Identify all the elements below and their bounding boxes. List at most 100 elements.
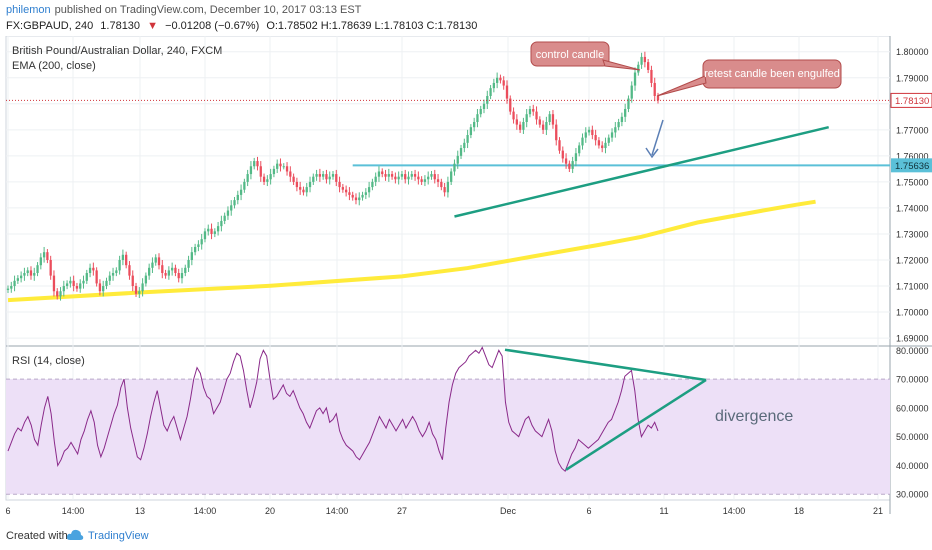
candle-body [653, 82, 656, 96]
control-candle-label: control candle [536, 49, 605, 61]
candle-body [495, 77, 499, 83]
symbol-row: FX:GBPAUD, 240 1.78130 ▼ −0.01208 (−0.67… [6, 20, 481, 32]
candle-body [193, 246, 197, 253]
candle-body [423, 179, 427, 182]
arrow-head-icon [645, 147, 659, 159]
retest-callout[interactable]: retest candle been engulfed [656, 59, 842, 97]
candle-body [486, 95, 489, 104]
ema-legend: EMA (200, close) [12, 60, 96, 72]
price-tick-label: 1.74000 [896, 203, 929, 213]
candle-body [148, 267, 151, 276]
candle-body [561, 150, 564, 159]
candle-body [102, 286, 105, 292]
candle-body [509, 98, 512, 112]
candle-body [125, 254, 128, 266]
candle-body [269, 174, 272, 180]
callout-box [530, 41, 610, 67]
candle-body [85, 273, 88, 281]
candle-body [630, 85, 633, 99]
time-tick-label: 13 [135, 506, 145, 516]
candle-body [56, 291, 59, 297]
price-tick-label: 1.76000 [896, 151, 929, 161]
candle-body [348, 192, 351, 195]
tradingview-cloud-icon [66, 529, 84, 540]
chart-area[interactable]: 1.800001.790001.780001.770001.760001.750… [0, 35, 932, 516]
candle-body [545, 122, 548, 130]
candle-body [564, 158, 568, 164]
candle-body [289, 171, 292, 177]
candle-body [574, 153, 578, 162]
down-arrow-icon: ▼ [147, 20, 158, 32]
candle-body [6, 288, 10, 290]
candle-body [82, 280, 85, 284]
author-link[interactable]: philemon [6, 4, 51, 16]
candle-body [259, 166, 262, 177]
candle-body [384, 174, 387, 177]
trendline[interactable] [454, 125, 829, 218]
candle-body [584, 132, 587, 138]
candle-body [59, 291, 62, 297]
candle-body [407, 176, 410, 180]
price-tick-label: 1.70000 [896, 308, 929, 318]
candle-body [650, 69, 653, 83]
candle-body [466, 135, 469, 143]
candle-body [115, 270, 118, 274]
rsi-resistance-line[interactable] [504, 348, 707, 382]
candle-body [187, 259, 190, 268]
candle-body [643, 56, 647, 63]
candle-body [299, 187, 302, 190]
candle-body [197, 244, 200, 247]
tradingview-brand[interactable]: TradingView [88, 530, 149, 542]
chart-svg[interactable]: 1.800001.790001.780001.770001.760001.750… [0, 35, 932, 516]
candle-body [548, 114, 551, 123]
candle-body [463, 142, 466, 149]
candle-body [637, 64, 640, 73]
candle-body [164, 273, 167, 276]
candle-body [453, 163, 456, 172]
candle-body [518, 124, 522, 130]
candle-body [541, 124, 545, 130]
candle-body [92, 267, 95, 271]
candle-body [88, 267, 92, 274]
time-tick-label: 11 [659, 506, 668, 516]
candle-body [364, 192, 367, 195]
candle-body [617, 122, 620, 128]
candle-body [161, 265, 164, 274]
time-tick-label: 21 [873, 506, 883, 516]
callout-pointer [602, 59, 641, 71]
candle-body [141, 283, 144, 292]
time-tick-label: 14:00 [326, 506, 349, 516]
chart-header: philemon published on TradingView.com, De… [0, 0, 932, 36]
rsi-support-line[interactable] [565, 378, 707, 471]
candle-body [473, 122, 476, 128]
candle-body [377, 171, 381, 177]
down-arrow-annotation[interactable] [645, 119, 664, 159]
last-price-tag [890, 92, 932, 108]
price-tick-label: 1.75000 [896, 177, 929, 187]
ohlc-values: O:1.78502 H:1.78639 L:1.78103 C:1.78130 [266, 20, 478, 32]
candle-body [65, 283, 69, 287]
candle-body [390, 174, 394, 177]
candle-body [594, 135, 597, 141]
candle-body [604, 142, 607, 149]
candle-body [607, 137, 610, 143]
candle-body [46, 252, 49, 260]
candle-body [430, 174, 433, 177]
candle-body [456, 155, 459, 164]
price-tick-label: 1.73000 [896, 229, 929, 239]
candle-body [312, 176, 315, 182]
candle-body [279, 163, 282, 167]
candle-body [525, 114, 528, 123]
candle-body [72, 280, 75, 287]
candle-body [184, 267, 187, 274]
candle-body [16, 278, 19, 281]
candle-body [282, 166, 285, 168]
candle-body [404, 174, 407, 180]
candle-body [505, 85, 509, 99]
control-candle-callout[interactable]: control candle [530, 41, 641, 71]
price-tick-label: 1.72000 [896, 255, 929, 265]
candle-body [538, 119, 541, 125]
candle-body [49, 259, 52, 276]
candle-body [436, 179, 440, 182]
candle-body [551, 114, 555, 125]
